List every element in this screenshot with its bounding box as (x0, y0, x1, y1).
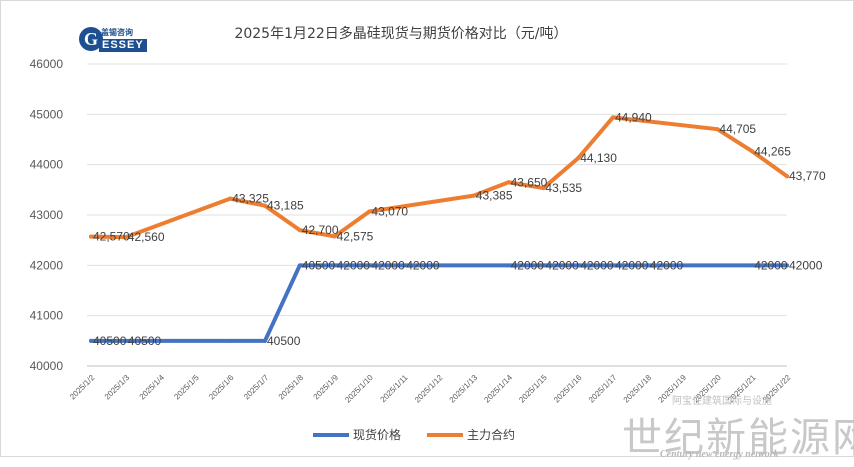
chart-title: 2025年1月22日多晶硅现货与期货价格对比（元/吨） (234, 25, 567, 42)
watermark-english: Century new energy network (660, 449, 779, 460)
data-point (645, 263, 650, 268)
y-tick-label: 41000 (30, 309, 64, 323)
data-point (367, 209, 372, 214)
data-label: 42000 (511, 258, 545, 272)
data-point (471, 193, 476, 198)
data-label: 42000 (615, 258, 649, 272)
data-point (89, 338, 93, 343)
x-tick-label: 2025/1/3 (103, 373, 132, 402)
data-label: 42,700 (302, 223, 339, 237)
data-label: 43,770 (789, 169, 826, 183)
data-point (750, 149, 755, 154)
data-label: 40500 (93, 334, 127, 348)
watermark-small-text: 阿宝住建筑国际与设施 (672, 396, 772, 407)
data-label: 42000 (337, 258, 371, 272)
x-tick-label: 2025/1/7 (242, 373, 271, 402)
data-point (541, 186, 546, 191)
x-tick-label: 2025/1/15 (517, 373, 549, 405)
data-label: 44,130 (580, 151, 617, 165)
legend-label: 主力合约 (467, 427, 515, 442)
y-tick-label: 43000 (30, 208, 64, 222)
y-tick-label: 40000 (30, 359, 64, 373)
data-label: 43,385 (476, 189, 513, 203)
data-label: 43,070 (371, 204, 408, 218)
data-point (332, 263, 337, 268)
data-point (576, 263, 581, 268)
data-point (89, 234, 93, 239)
data-label: 42000 (545, 258, 579, 272)
data-label: 40500 (267, 334, 301, 348)
data-label: 44,940 (615, 110, 652, 124)
data-label: 42000 (789, 258, 823, 272)
data-label: 40500 (128, 334, 162, 348)
data-label: 42,575 (337, 229, 374, 243)
data-label: 42,560 (128, 230, 165, 244)
x-tick-label: 2025/1/4 (138, 373, 167, 402)
logo-chinese-name: 盖锡咨询 (101, 28, 133, 37)
data-point (611, 263, 615, 268)
data-point (263, 338, 267, 343)
x-tick-label: 2025/1/12 (413, 373, 445, 405)
chart-frame: 2025年1月22日多晶硅现货与期货价格对比（元/吨） 40000 41000 420… (0, 0, 854, 457)
data-point (576, 156, 581, 161)
data-point (750, 263, 755, 268)
data-label: 43,535 (545, 181, 582, 195)
x-tick-label: 2025/1/13 (448, 373, 480, 405)
data-point (332, 234, 337, 239)
data-point (367, 263, 372, 268)
x-tick-label: 2025/1/11 (379, 373, 410, 404)
x-tick-label: 2025/1/14 (482, 373, 514, 405)
data-label: 43,650 (511, 175, 548, 189)
watermark-chinese: 世纪新能源网 (622, 415, 854, 460)
data-point (506, 180, 511, 185)
x-tick-label: 2025/1/10 (343, 373, 375, 405)
data-point (263, 203, 267, 208)
data-point (785, 263, 789, 268)
data-point (785, 174, 789, 179)
y-tick-label: 45000 (30, 107, 64, 121)
data-point (541, 263, 546, 268)
x-tick-label: 2025/1/17 (587, 373, 619, 405)
series-line-spot (89, 263, 789, 343)
series-line-futures (89, 115, 789, 240)
data-label: 42000 (754, 258, 788, 272)
data-point (228, 338, 233, 343)
data-label: 44,705 (719, 122, 756, 136)
y-tick-label: 46000 (30, 57, 64, 71)
data-point (228, 196, 233, 201)
data-label: 42000 (650, 258, 684, 272)
data-point (715, 127, 720, 132)
data-point (402, 263, 407, 268)
y-tick-label: 44000 (30, 158, 64, 172)
logo-english-name: ESSEY (99, 39, 147, 52)
x-tick-label: 2025/1/5 (172, 373, 201, 402)
data-point (611, 115, 615, 120)
data-point (123, 338, 128, 343)
data-label: 43,185 (267, 199, 304, 213)
data-label: 42000 (371, 258, 405, 272)
data-point (506, 263, 511, 268)
x-tick-label: 2025/1/9 (312, 373, 341, 402)
data-point (297, 263, 302, 268)
data-label: 42000 (406, 258, 440, 272)
data-label: 40500 (302, 258, 336, 272)
data-label: 43,325 (232, 192, 269, 206)
x-tick-label: 2025/1/2 (68, 373, 97, 402)
x-tick-label: 2025/1/8 (277, 373, 306, 402)
x-tick-label: 2025/1/18 (622, 373, 654, 405)
x-tick-label: 2025/1/16 (552, 373, 584, 405)
legend-label: 现货价格 (353, 427, 401, 442)
data-point (123, 235, 128, 240)
company-logo: G 盖锡咨询 ESSEY (79, 27, 147, 53)
line-chart: 2025年1月22日多晶硅现货与期货价格对比（元/吨） 40000 41000 420… (30, 25, 826, 442)
y-tick-label: 42000 (30, 258, 64, 272)
data-label: 42000 (580, 258, 614, 272)
x-tick-label: 2025/1/6 (207, 373, 236, 402)
data-label: 44,265 (754, 144, 791, 158)
data-point (297, 228, 302, 233)
data-label: 42,570 (93, 230, 130, 244)
